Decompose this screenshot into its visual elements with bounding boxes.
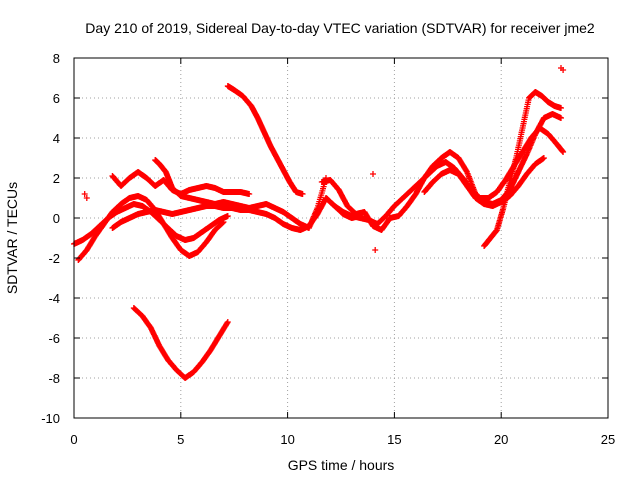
series-arc-11 (421, 155, 547, 209)
series-arc-7 (130, 305, 231, 381)
data-point-markers (421, 155, 547, 209)
data-point-markers (75, 193, 227, 263)
y-tick-label: 4 (53, 131, 60, 146)
x-tick-label: 10 (280, 432, 294, 447)
plot-frame (73, 57, 609, 419)
series-arc-6 (224, 83, 306, 197)
series-arc-10 (481, 89, 564, 249)
y-tick-label: 6 (53, 91, 60, 106)
y-axis-label: SDTVAR / TECUs (4, 182, 20, 294)
y-tick-label: -2 (48, 251, 60, 266)
x-tick-label: 0 (70, 432, 77, 447)
grid (74, 58, 608, 418)
data-point-markers (130, 305, 231, 381)
x-tick-label: 5 (177, 432, 184, 447)
chart-title: Day 210 of 2019, Sidereal Day-to-day VTE… (85, 20, 595, 36)
y-tick-label: -6 (48, 331, 60, 346)
data-point-markers (224, 83, 306, 197)
series-arc-5 (152, 157, 329, 231)
axis-ticks (73, 57, 609, 419)
y-tick-label: -8 (48, 371, 60, 386)
y-tick-label: -10 (41, 411, 60, 426)
x-axis-label: GPS time / hours (288, 457, 395, 473)
y-tick-label: 0 (53, 211, 60, 226)
y-tick-label: 8 (53, 51, 60, 66)
data-points (71, 65, 567, 381)
data-point-markers (81, 65, 567, 253)
y-tick-label: -4 (48, 291, 60, 306)
series-arc-2 (75, 193, 227, 263)
y-tick-label: 2 (53, 171, 60, 186)
data-point-markers (152, 157, 329, 231)
data-point-markers (481, 89, 564, 249)
x-tick-label: 20 (494, 432, 508, 447)
series-isolated (81, 65, 567, 253)
axis-tick-labels: 0 5 10 15 20 25 -10 -8 -6 -4 -2 0 2 4 6 8 (41, 51, 615, 447)
x-tick-label: 15 (387, 432, 401, 447)
x-tick-label: 25 (601, 432, 615, 447)
